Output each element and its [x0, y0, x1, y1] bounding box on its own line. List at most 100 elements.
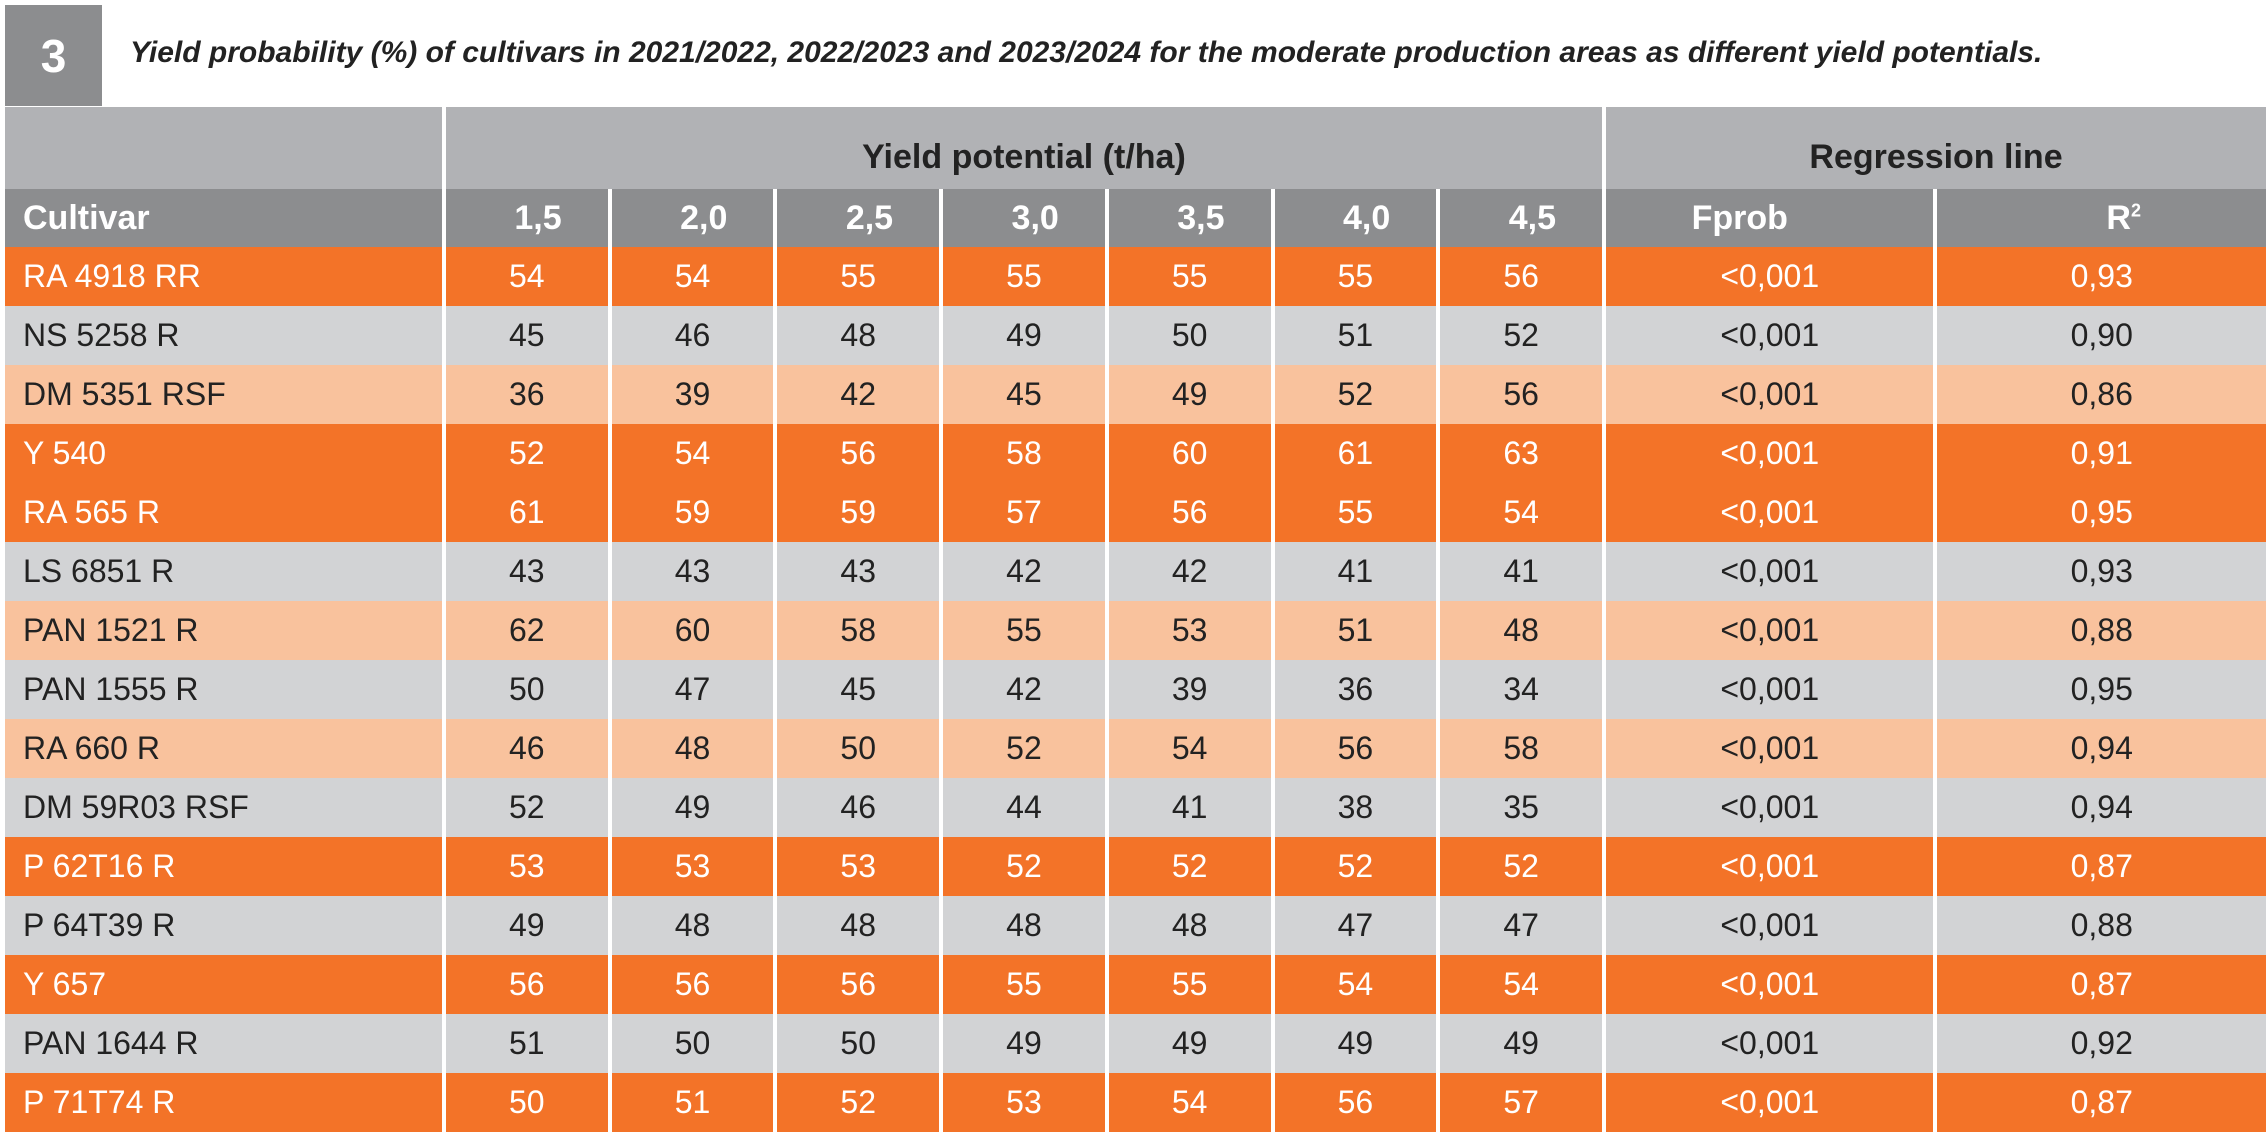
cultivar-cell: PAN 1521 R — [5, 601, 444, 660]
probability-cell: 52 — [939, 837, 1107, 896]
header-column-row: Cultivar 1,5 2,0 2,5 3,0 3,5 4,0 4,5 Fpr… — [5, 189, 2266, 247]
probability-cell: 61 — [441, 483, 610, 542]
probability-cell: 45 — [441, 306, 610, 365]
probability-cell: 53 — [773, 837, 942, 896]
probability-cell: 54 — [1104, 1073, 1273, 1132]
probability-cell: 54 — [1436, 955, 1605, 1014]
fprob-cell: <0,001 — [1602, 719, 1936, 778]
table-row: LS 6851 R 43 43 43 42 42 41 41 <0,001 0,93 — [5, 542, 2266, 601]
cultivar-cell: P 62T16 R — [5, 837, 444, 896]
header-yield-potential: Yield potential (t/ha) — [441, 107, 1605, 189]
probability-cell: 55 — [773, 247, 942, 306]
probability-cell: 55 — [1270, 247, 1439, 306]
header-potential-1-5: 1,5 — [441, 189, 610, 247]
fprob-cell: <0,001 — [1602, 837, 1936, 896]
cultivar-cell: DM 59R03 RSF — [5, 778, 444, 837]
header-potential-3-0: 3,0 — [939, 189, 1107, 247]
probability-cell: 54 — [1270, 955, 1439, 1014]
header-cultivar: Cultivar — [5, 189, 444, 247]
r-squared-cell: 0,88 — [1933, 896, 2266, 955]
probability-cell: 52 — [773, 1073, 942, 1132]
r-squared-cell: 0,86 — [1933, 365, 2266, 424]
r-squared-cell: 0,92 — [1933, 1014, 2266, 1073]
probability-cell: 51 — [1270, 601, 1439, 660]
header-potential-4-0: 4,0 — [1270, 189, 1439, 247]
probability-cell: 48 — [1104, 896, 1273, 955]
r-squared-cell: 0,88 — [1933, 601, 2266, 660]
probability-cell: 50 — [773, 1014, 942, 1073]
probability-cell: 51 — [441, 1014, 610, 1073]
probability-cell: 48 — [607, 896, 776, 955]
probability-cell: 49 — [1270, 1014, 1439, 1073]
table-row: Y 540 52 54 56 58 60 61 63 <0,001 0,91 — [5, 424, 2266, 483]
probability-cell: 57 — [1436, 1073, 1605, 1132]
fprob-cell: <0,001 — [1602, 955, 1936, 1014]
fprob-cell: <0,001 — [1602, 1014, 1936, 1073]
table-row: DM 5351 RSF 36 39 42 45 49 52 56 <0,001 0,86 — [5, 365, 2266, 424]
probability-cell: 55 — [1104, 955, 1273, 1014]
probability-cell: 52 — [1270, 837, 1439, 896]
r-squared-cell: 0,94 — [1933, 719, 2266, 778]
cultivar-cell: PAN 1644 R — [5, 1014, 444, 1073]
header-potential-2-5: 2,5 — [773, 189, 942, 247]
probability-cell: 52 — [939, 719, 1107, 778]
probability-cell: 61 — [1270, 424, 1439, 483]
header-r2-base: R — [2106, 198, 2131, 237]
cultivar-cell: RA 565 R — [5, 483, 444, 542]
probability-cell: 52 — [441, 424, 610, 483]
probability-cell: 49 — [1104, 1014, 1273, 1073]
table-row: P 62T16 R 53 53 53 52 52 52 52 <0,001 0,87 — [5, 837, 2266, 896]
probability-cell: 56 — [773, 424, 942, 483]
probability-cell: 56 — [1270, 719, 1439, 778]
probability-cell: 41 — [1436, 542, 1605, 601]
fprob-cell: <0,001 — [1602, 601, 1936, 660]
probability-cell: 51 — [607, 1073, 776, 1132]
probability-cell: 46 — [607, 306, 776, 365]
r-squared-cell: 0,91 — [1933, 424, 2266, 483]
table-title-bar: 3 Yield probability (%) of cultivars in … — [0, 0, 2266, 107]
probability-cell: 53 — [939, 1073, 1107, 1132]
probability-cell: 47 — [1436, 896, 1605, 955]
probability-cell: 36 — [441, 365, 610, 424]
fprob-cell: <0,001 — [1602, 306, 1936, 365]
probability-cell: 55 — [939, 247, 1107, 306]
table-row: DM 59R03 RSF 52 49 46 44 41 38 35 <0,001 0,94 — [5, 778, 2266, 837]
probability-cell: 52 — [1270, 365, 1439, 424]
probability-cell: 46 — [773, 778, 942, 837]
probability-cell: 42 — [1104, 542, 1273, 601]
probability-cell: 52 — [1104, 837, 1273, 896]
probability-cell: 42 — [939, 542, 1107, 601]
probability-cell: 45 — [773, 660, 942, 719]
fprob-cell: <0,001 — [1602, 542, 1936, 601]
header-potential-2-0: 2,0 — [607, 189, 776, 247]
probability-cell: 41 — [1104, 778, 1273, 837]
probability-cell: 57 — [939, 483, 1107, 542]
fprob-cell: <0,001 — [1602, 778, 1936, 837]
probability-cell: 49 — [607, 778, 776, 837]
probability-cell: 39 — [607, 365, 776, 424]
header-r-squared: R2 — [1933, 189, 2266, 247]
probability-cell: 48 — [773, 306, 942, 365]
probability-cell: 44 — [939, 778, 1107, 837]
probability-cell: 59 — [773, 483, 942, 542]
fprob-cell: <0,001 — [1602, 365, 1936, 424]
probability-cell: 53 — [1104, 601, 1273, 660]
probability-cell: 53 — [607, 837, 776, 896]
probability-cell: 56 — [1436, 365, 1605, 424]
table-body: RA 4918 RR 54 54 55 55 55 55 56 <0,001 0,93 NS 525… — [5, 247, 2266, 1132]
fprob-cell: <0,001 — [1602, 424, 1936, 483]
probability-cell: 56 — [607, 955, 776, 1014]
probability-cell: 60 — [607, 601, 776, 660]
header-potential-4-5: 4,5 — [1436, 189, 1605, 247]
probability-cell: 52 — [1436, 306, 1605, 365]
table-row: PAN 1521 R 62 60 58 55 53 51 48 <0,001 0,88 — [5, 601, 2266, 660]
table-row: PAN 1555 R 50 47 45 42 39 36 34 <0,001 0,95 — [5, 660, 2266, 719]
yield-probability-table: Yield potential (t/ha) Regression line C… — [5, 107, 2266, 1132]
fprob-cell: <0,001 — [1602, 1073, 1936, 1132]
header-group-row: Yield potential (t/ha) Regression line — [5, 107, 2266, 189]
table-row: NS 5258 R 45 46 48 49 50 51 52 <0,001 0,90 — [5, 306, 2266, 365]
r-squared-cell: 0,94 — [1933, 778, 2266, 837]
probability-cell: 50 — [773, 719, 942, 778]
probability-cell: 54 — [1436, 483, 1605, 542]
probability-cell: 63 — [1436, 424, 1605, 483]
